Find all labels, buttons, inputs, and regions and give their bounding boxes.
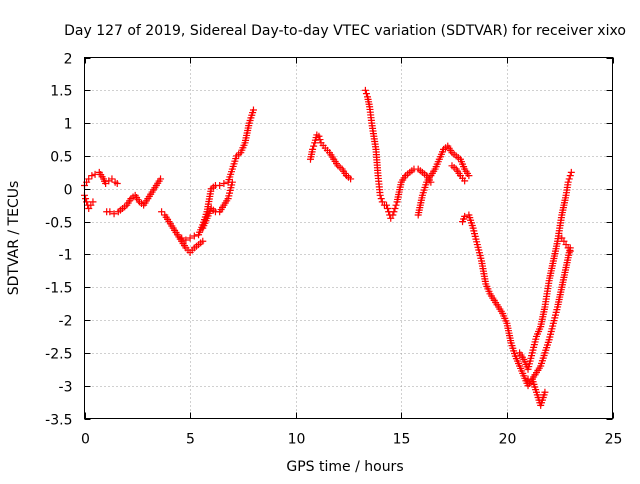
data-point — [391, 204, 399, 212]
data-point — [157, 175, 165, 183]
data-point — [541, 388, 549, 396]
data-point — [106, 208, 114, 216]
y-axis-title: SDTVAR / TECUs — [6, 181, 22, 296]
data-point — [347, 175, 355, 183]
y-tick-label: -2.5 — [45, 347, 72, 363]
y-tick-label: -2 — [59, 314, 73, 330]
x-tick-label: 0 — [81, 432, 90, 448]
x-tick-label: 20 — [499, 432, 517, 448]
y-tick-label: -1 — [59, 248, 73, 264]
data-point — [376, 191, 384, 199]
data-points — [81, 86, 575, 409]
data-point — [383, 201, 391, 209]
x-tick-label: 5 — [186, 432, 195, 448]
data-point — [565, 175, 573, 183]
y-tick-label: -3 — [59, 380, 73, 396]
data-point — [567, 168, 575, 176]
data-point — [190, 232, 198, 240]
data-point — [461, 212, 469, 220]
y-tick-label: 1.5 — [50, 84, 72, 100]
y-tick-label: -1.5 — [45, 281, 72, 297]
data-point — [362, 90, 370, 98]
data-point — [108, 175, 116, 183]
x-axis-title: GPS time / hours — [286, 459, 403, 475]
axis-ticks — [84, 57, 614, 420]
data-point — [182, 236, 190, 244]
data-point — [186, 234, 194, 242]
x-tick-label: 15 — [393, 432, 411, 448]
data-point — [113, 180, 121, 188]
data-point — [158, 208, 166, 216]
tick-labels: 0 5 10 15 20 25 2 1.5 1 0.5 0 -0.5 -1 -1.5 -2 -2.5 -3 -3.… — [45, 52, 622, 448]
data-point — [220, 180, 228, 188]
data-point — [566, 247, 574, 255]
plot-frame — [84, 57, 613, 419]
data-point — [309, 145, 317, 153]
data-point — [85, 175, 93, 183]
data-point — [389, 211, 397, 219]
data-point — [178, 234, 186, 242]
data-point — [384, 204, 392, 212]
y-tick-label: 2 — [64, 52, 73, 68]
data-point — [82, 195, 90, 203]
data-point — [199, 237, 207, 245]
x-tick-label: 10 — [288, 432, 306, 448]
data-point — [361, 86, 369, 94]
data-point — [228, 178, 236, 186]
data-point — [465, 172, 473, 180]
y-tick-label: 0.5 — [50, 150, 72, 166]
chart-title: Day 127 of 2019, Sidereal Day-to-day VTE… — [64, 23, 626, 39]
data-point — [89, 198, 97, 206]
y-tick-label: 0 — [64, 183, 73, 199]
grid-lines — [84, 57, 613, 419]
y-tick-label: -3.5 — [45, 413, 72, 429]
data-point — [310, 142, 318, 150]
x-tick-label: 25 — [605, 432, 623, 448]
y-tick-label: -0.5 — [45, 216, 72, 232]
data-point — [110, 210, 118, 218]
data-point — [216, 181, 224, 189]
data-point — [316, 136, 324, 144]
data-point — [315, 132, 323, 140]
data-point — [392, 201, 400, 209]
data-point — [249, 106, 257, 114]
data-point — [566, 172, 574, 180]
data-point — [390, 208, 398, 216]
data-point — [377, 195, 385, 203]
data-point — [461, 177, 469, 185]
data-point — [564, 178, 572, 186]
data-point — [88, 172, 96, 180]
y-tick-label: 1 — [64, 117, 73, 133]
